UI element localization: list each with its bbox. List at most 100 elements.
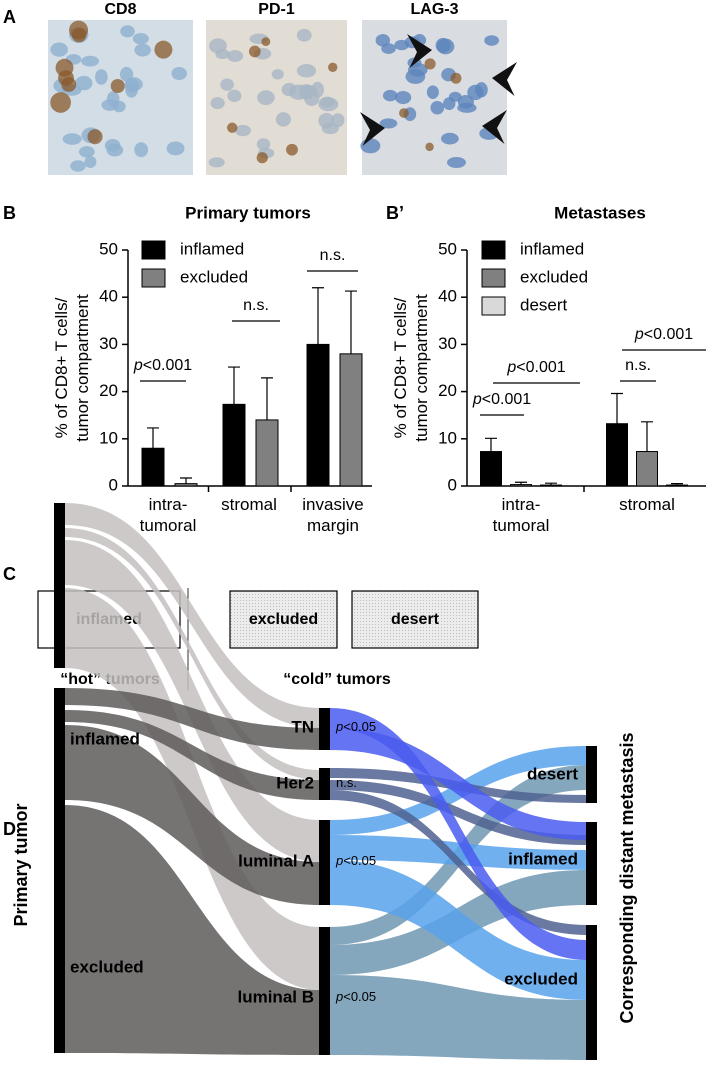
y-tick-label: 10 [438,428,457,447]
bar [540,484,562,487]
y-tick-label: 30 [438,334,457,353]
legend-swatch [141,240,166,260]
nucleus [75,75,93,91]
error-bar [611,392,623,424]
significance-label: n.s. [336,775,357,790]
group-label: “cold” tumors [283,671,391,688]
significance-label: p<0.001 [133,357,192,374]
significance-label: n.s. [625,357,651,374]
panel-letter: B’ [386,203,404,223]
phenotype-box [351,590,479,649]
bar [339,353,363,487]
stat-text: <0.05 [343,853,376,868]
nucleus [235,124,251,137]
legend-label: inflamed [520,239,584,258]
nucleus [106,143,124,157]
nucleus [457,102,477,113]
legend-label: excluded [180,267,248,286]
node-bar [54,688,65,1053]
y-axis-label: % of CD8+ T cells/ tumor compartment [52,294,92,442]
node-label: inflamed [508,849,578,868]
node-label: excluded [504,969,578,988]
nucleus [394,90,412,105]
legend-swatch [141,268,166,288]
bar [174,483,198,487]
legend-swatch [481,240,506,260]
y-tick-label: 10 [99,428,118,447]
box-label: desert [391,611,440,628]
stained-cell [425,142,434,152]
arrowhead [492,62,517,96]
legend-label: desert [520,295,568,314]
node-label: desert [527,764,578,783]
stat-text: <0.001 [644,326,693,343]
stained-cell [50,92,71,113]
nucleus [430,100,445,115]
axis-title: Corresponding distant metastasis [617,732,637,1023]
stat-italic: p [335,853,343,868]
nucleus [447,157,466,169]
bar [636,451,658,487]
stained-cell [399,108,409,118]
nucleus [227,89,242,103]
node-bar [586,746,597,803]
nucleus [318,112,335,129]
nucleus [78,146,95,158]
stat-text: <0.05 [343,719,376,734]
nucleus [84,155,97,168]
node-label: inflamed [70,729,140,748]
nucleus [318,97,339,112]
y-axis-label: % of CD8+ T cells/ tumor compartment [391,294,431,442]
stained-cell [256,152,268,164]
arrowhead [482,110,507,144]
panel-letter: B [3,203,16,223]
error-bar [515,481,527,485]
stat-text: <0.001 [482,391,531,408]
stained-cell [424,58,436,70]
stat-text: <0.001 [516,359,565,376]
chart-title: Metastases [554,203,646,222]
panel-letter: C [3,564,16,584]
stat-italic: p [335,719,343,734]
flow [330,860,587,1000]
significance-label: p<0.05 [335,853,376,868]
legend-label: excluded [520,267,588,286]
flow [65,805,320,1055]
stat-text: n.s. [243,297,269,314]
nucleus [484,35,500,46]
x-tick-label: intra- tumoral [492,495,550,535]
flow [65,503,320,728]
stat-italic: p [472,391,482,408]
box-label: excluded [249,611,318,628]
stained-cell [286,143,298,156]
nucleus [171,67,187,80]
nucleus [226,50,244,62]
stained-cell [61,77,77,92]
legend-swatch [481,268,506,288]
nucleus [70,160,86,172]
error-bar [147,427,159,449]
legend-swatch [481,296,506,316]
y-tick-label: 40 [99,287,118,306]
node-label: TN [291,717,314,736]
node-bar [319,708,330,750]
stat-text: n.s. [336,775,357,790]
nucleus [257,90,275,106]
nucleus [208,157,225,168]
stained-cell [248,45,261,58]
nucleus [132,33,149,45]
nucleus [166,141,185,156]
nucleus [271,69,284,80]
error-bar [228,366,240,405]
significance-label: p<0.05 [335,989,376,1004]
stained-cell [110,78,125,94]
nucleus [435,37,451,53]
nucleus [296,28,312,42]
flow [330,780,587,845]
nucleus [134,142,149,158]
flow [330,790,587,935]
y-tick-label: 20 [99,381,118,400]
panel-letter: D [3,819,16,839]
